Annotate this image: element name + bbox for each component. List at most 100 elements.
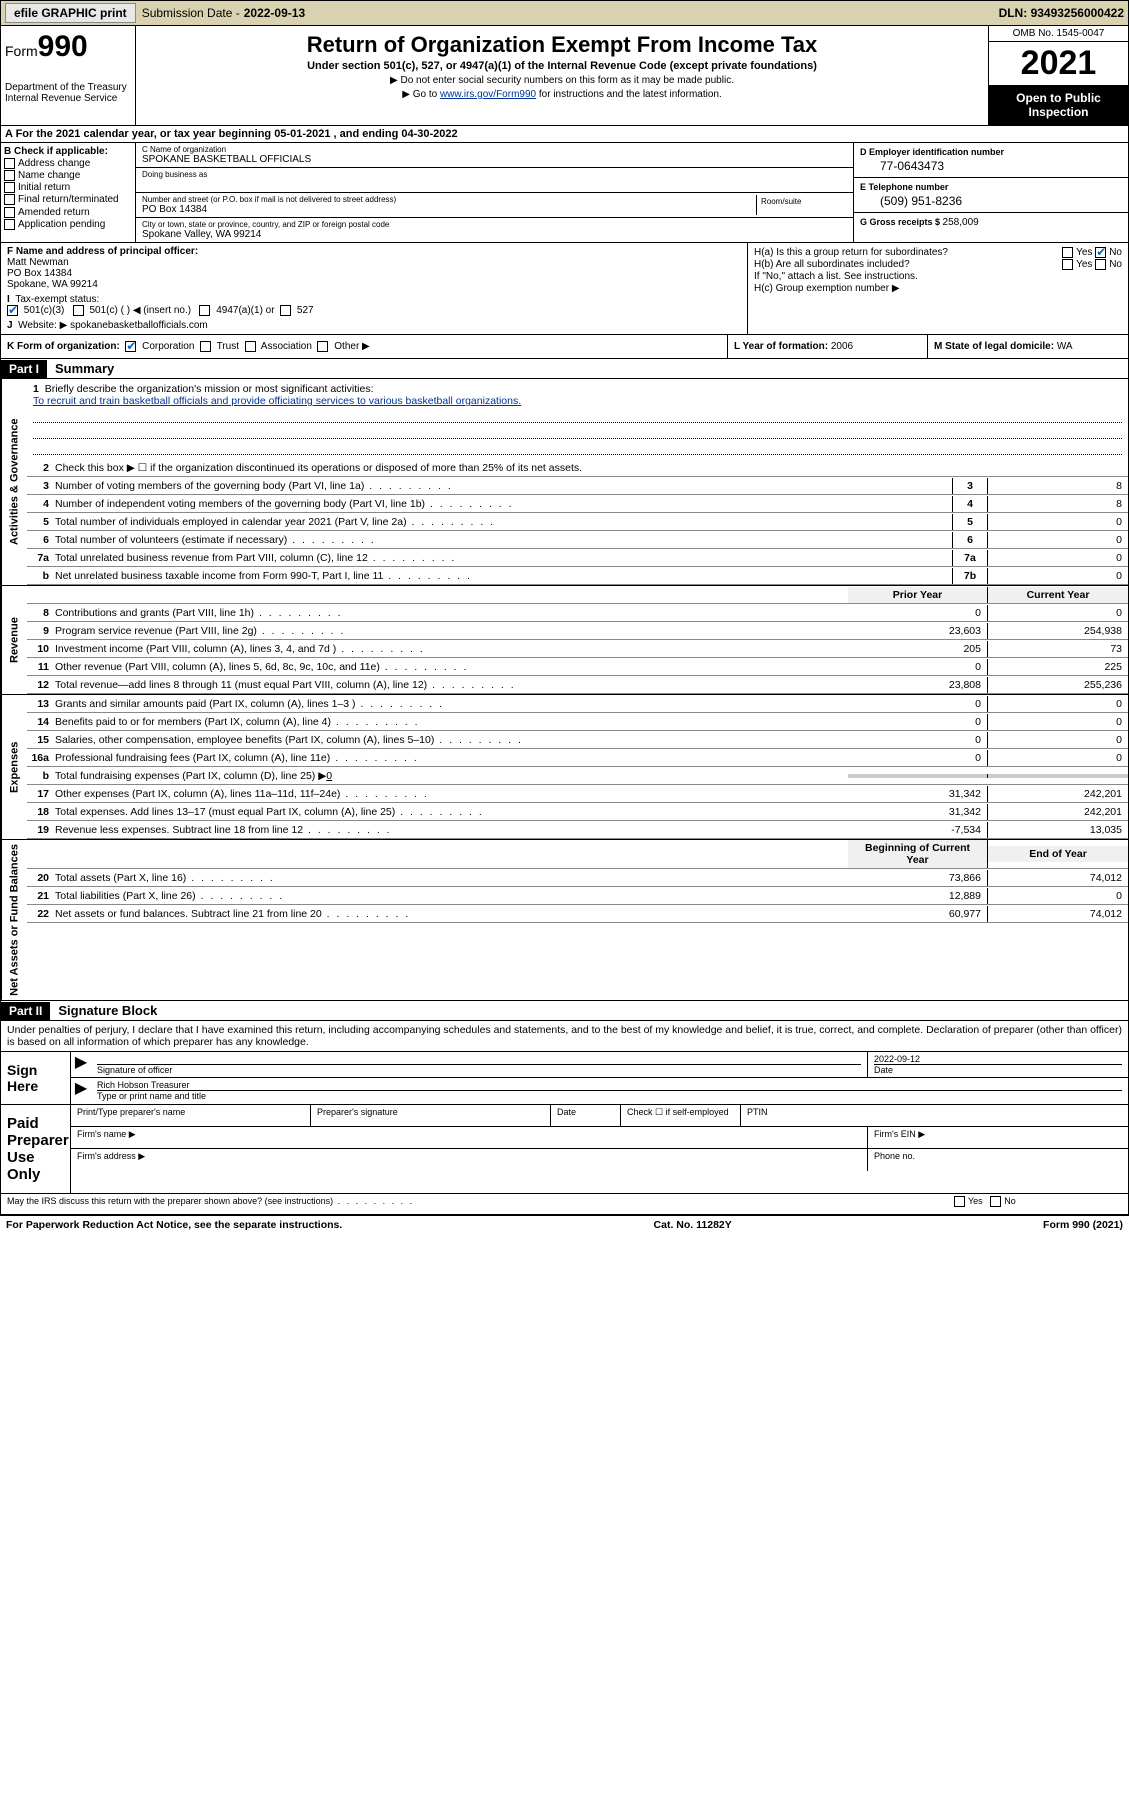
sig-date: 2022-09-12 (874, 1054, 1122, 1064)
officer-addr2: Spokane, WA 99214 (7, 279, 741, 290)
form-title: Return of Organization Exempt From Incom… (142, 32, 982, 58)
chk-other[interactable] (317, 341, 328, 352)
summary-line: 17Other expenses (Part IX, column (A), l… (27, 785, 1128, 803)
box-b: B Check if applicable: Address change Na… (1, 143, 136, 242)
box-b-header: B Check if applicable: (4, 146, 132, 157)
chk-corporation[interactable] (125, 341, 136, 352)
summary-line: 7aTotal unrelated business revenue from … (27, 549, 1128, 567)
form-990-label: Form990 (5, 30, 131, 64)
summary-line: 3Number of voting members of the governi… (27, 477, 1128, 495)
firm-ein-label: Firm's EIN ▶ (868, 1127, 1128, 1148)
declaration-text: Under penalties of perjury, I declare th… (1, 1021, 1128, 1051)
chk-application-pending[interactable]: Application pending (4, 219, 132, 230)
goto-note: ▶ Go to www.irs.gov/Form990 for instruct… (142, 89, 982, 100)
dln: DLN: 93493256000422 (999, 6, 1124, 20)
part2-label: Part II (1, 1002, 50, 1020)
part1-header-row: Part I Summary (0, 359, 1129, 379)
box-m-label: M State of legal domicile: (934, 341, 1057, 352)
firm-name-label: Firm's name ▶ (71, 1127, 868, 1148)
chk-address-change[interactable]: Address change (4, 158, 132, 169)
firm-phone-label: Phone no. (868, 1149, 1128, 1171)
phone: (509) 951-8236 (860, 194, 1122, 208)
chk-501c[interactable] (73, 305, 84, 316)
section-activities-governance: Activities & Governance 1 Briefly descri… (0, 379, 1129, 586)
part2-title: Signature Block (50, 1001, 165, 1020)
summary-line: 6Total number of volunteers (estimate if… (27, 531, 1128, 549)
addr-label: Number and street (or P.O. box if mail i… (142, 195, 756, 204)
org-name: SPOKANE BASKETBALL OFFICIALS (142, 154, 847, 165)
summary-line: 19Revenue less expenses. Subtract line 1… (27, 821, 1128, 839)
summary-line: 15Salaries, other compensation, employee… (27, 731, 1128, 749)
summary-line: 8Contributions and grants (Part VIII, li… (27, 604, 1128, 622)
chk-amended-return[interactable]: Amended return (4, 207, 132, 218)
sign-arrow-icon: ▶ (71, 1052, 91, 1077)
col-end: End of Year (988, 846, 1128, 862)
summary-line: 16aProfessional fundraising fees (Part I… (27, 749, 1128, 767)
efile-print-button[interactable]: efile GRAPHIC print (5, 3, 136, 23)
chk-discuss-no[interactable] (990, 1196, 1001, 1207)
sig-date-label: Date (874, 1064, 1122, 1075)
officer-printed-name: Rich Hobson Treasurer (97, 1080, 1122, 1090)
irs-link[interactable]: www.irs.gov/Form990 (440, 89, 536, 100)
mission-text[interactable]: To recruit and train basketball official… (33, 395, 521, 407)
col-current-year: Current Year (988, 587, 1128, 603)
section-revenue: Revenue Prior Year Current Year 8Contrib… (0, 586, 1129, 695)
col-prior-year: Prior Year (848, 587, 988, 603)
chk-ha-yes[interactable] (1062, 247, 1073, 258)
org-name-label: C Name of organization (142, 145, 847, 154)
mission-label: Briefly describe the organization's miss… (45, 383, 374, 395)
chk-trust[interactable] (200, 341, 211, 352)
chk-hb-yes[interactable] (1062, 259, 1073, 270)
header-block: B Check if applicable: Address change Na… (0, 143, 1129, 243)
ssn-note: ▶ Do not enter social security numbers o… (142, 75, 982, 86)
year-formation: 2006 (831, 341, 853, 352)
box-k-label: K Form of organization: (7, 341, 120, 352)
summary-line: 14Benefits paid to or for members (Part … (27, 713, 1128, 731)
summary-line: bNet unrelated business taxable income f… (27, 567, 1128, 585)
ptin-label: PTIN (741, 1105, 1128, 1126)
col-beginning: Beginning of Current Year (848, 840, 988, 868)
open-to-public: Open to Public Inspection (989, 85, 1128, 125)
printed-name-label: Type or print name and title (97, 1090, 1122, 1101)
chk-hb-no[interactable] (1095, 259, 1106, 270)
summary-line: 9Program service revenue (Part VIII, lin… (27, 622, 1128, 640)
officer-name: Matt Newman (7, 257, 741, 268)
sign-arrow-icon-2: ▶ (71, 1078, 91, 1103)
box-l-label: L Year of formation: (734, 341, 831, 352)
chk-501c3[interactable] (7, 305, 18, 316)
box-d: D Employer identification number 77-0643… (853, 143, 1128, 242)
dba-label: Doing business as (142, 170, 847, 179)
chk-final-return[interactable]: Final return/terminated (4, 194, 132, 205)
gross-receipts: 258,009 (943, 217, 979, 228)
irs-discuss-text: May the IRS discuss this return with the… (7, 1196, 414, 1206)
ein: 77-0643473 (860, 159, 1122, 173)
part1-title: Summary (47, 359, 122, 378)
vlabel-revenue: Revenue (1, 586, 27, 694)
summary-line: 13Grants and similar amounts paid (Part … (27, 695, 1128, 713)
chk-4947[interactable] (199, 305, 210, 316)
chk-discuss-yes[interactable] (954, 1196, 965, 1207)
form-subtitle: Under section 501(c), 527, or 4947(a)(1)… (142, 60, 982, 72)
omb-number: OMB No. 1545-0047 (989, 26, 1128, 42)
chk-name-change[interactable]: Name change (4, 170, 132, 181)
phone-label: E Telephone number (860, 182, 1122, 192)
part1-label: Part I (1, 360, 47, 378)
form-header: Form990 Department of the Treasury Inter… (0, 26, 1129, 126)
chk-527[interactable] (280, 305, 291, 316)
paid-preparer-label: Paid Preparer Use Only (1, 1105, 71, 1193)
hb-note: If "No," attach a list. See instructions… (754, 271, 1122, 282)
chk-initial-return[interactable]: Initial return (4, 182, 132, 193)
chk-association[interactable] (245, 341, 256, 352)
submission-date: 2022-09-13 (244, 6, 305, 20)
self-employed-label: Check ☐ if self-employed (621, 1105, 741, 1126)
street-address: PO Box 14384 (142, 204, 756, 215)
summary-line: 11Other revenue (Part VIII, column (A), … (27, 658, 1128, 676)
website-label: Website: ▶ (18, 320, 70, 331)
summary-line: 5Total number of individuals employed in… (27, 513, 1128, 531)
summary-line: 20Total assets (Part X, line 16)73,86674… (27, 869, 1128, 887)
chk-ha-no[interactable] (1095, 247, 1106, 258)
part2-header-row: Part II Signature Block (0, 1001, 1129, 1021)
firm-addr-label: Firm's address ▶ (71, 1149, 868, 1171)
ein-label: D Employer identification number (860, 147, 1122, 157)
dept-treasury: Department of the Treasury Internal Reve… (5, 82, 131, 104)
